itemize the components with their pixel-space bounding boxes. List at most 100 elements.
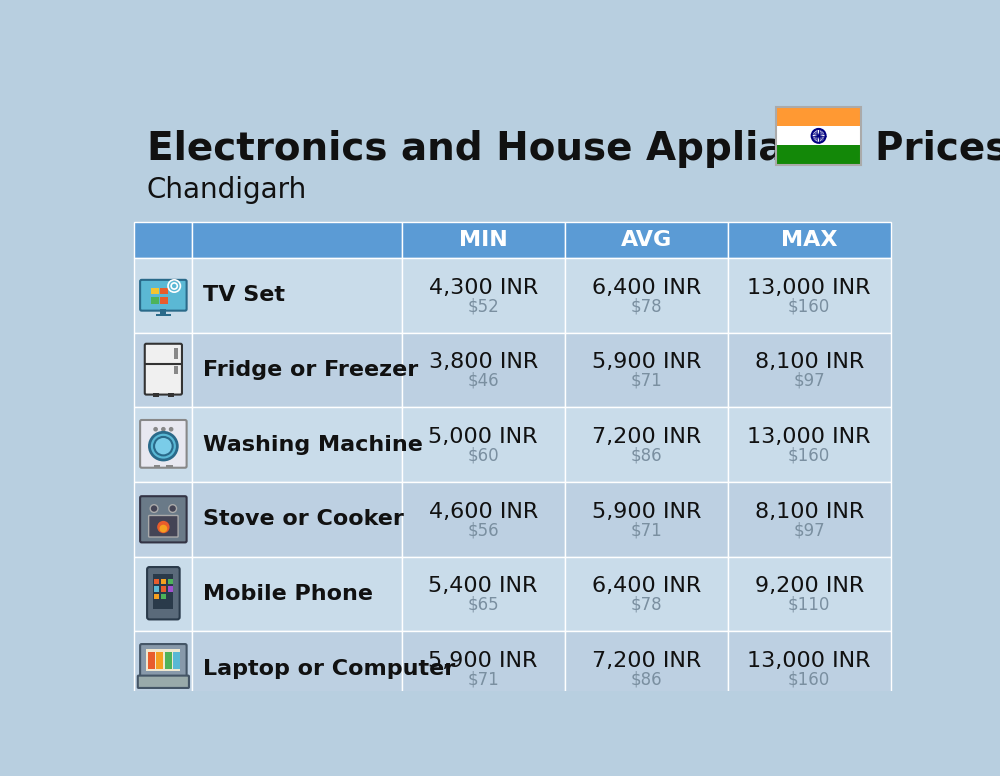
Text: 5,400 INR: 5,400 INR: [428, 577, 538, 596]
Text: Washing Machine: Washing Machine: [203, 435, 423, 455]
FancyBboxPatch shape: [140, 496, 187, 542]
Bar: [192, 632, 402, 706]
Text: 5,900 INR: 5,900 INR: [592, 501, 701, 521]
Text: $60: $60: [467, 446, 499, 464]
Text: $160: $160: [788, 670, 830, 688]
Bar: [153, 393, 159, 397]
Text: $46: $46: [467, 372, 499, 390]
Bar: [402, 407, 565, 482]
Text: 13,000 INR: 13,000 INR: [747, 278, 871, 297]
Bar: [161, 594, 166, 599]
Bar: [156, 314, 171, 316]
Circle shape: [149, 432, 177, 460]
Circle shape: [154, 437, 173, 456]
Bar: [134, 223, 192, 258]
Text: 5,900 INR: 5,900 INR: [592, 352, 701, 372]
Bar: [151, 296, 159, 303]
Text: $65: $65: [467, 596, 499, 614]
Text: $78: $78: [630, 596, 662, 614]
Text: 4,600 INR: 4,600 INR: [429, 501, 538, 521]
Bar: [402, 223, 565, 258]
Text: AVG: AVG: [621, 230, 672, 250]
Text: 5,000 INR: 5,000 INR: [428, 427, 538, 447]
Text: 7,200 INR: 7,200 INR: [592, 427, 701, 447]
Bar: [156, 652, 163, 669]
Text: $160: $160: [788, 446, 830, 464]
Bar: [728, 407, 891, 482]
Text: $110: $110: [788, 596, 830, 614]
Bar: [192, 482, 402, 556]
Text: Fridge or Freezer: Fridge or Freezer: [203, 360, 419, 380]
Circle shape: [161, 427, 166, 431]
Bar: [134, 333, 192, 407]
Bar: [154, 594, 159, 599]
Bar: [402, 632, 565, 706]
Circle shape: [153, 427, 158, 431]
Bar: [154, 465, 160, 469]
Bar: [776, 145, 861, 165]
Bar: [148, 652, 155, 669]
Text: 4,300 INR: 4,300 INR: [429, 278, 538, 297]
Bar: [728, 223, 891, 258]
Text: Stove or Cooker: Stove or Cooker: [203, 509, 404, 529]
Bar: [160, 309, 166, 314]
Text: $71: $71: [467, 670, 499, 688]
Text: TV Set: TV Set: [203, 286, 285, 305]
Text: MAX: MAX: [781, 230, 837, 250]
Text: $97: $97: [793, 372, 825, 390]
Bar: [192, 556, 402, 632]
Circle shape: [157, 521, 170, 533]
FancyBboxPatch shape: [140, 280, 187, 310]
Bar: [192, 223, 402, 258]
Bar: [192, 258, 402, 333]
Bar: [565, 258, 728, 333]
Bar: [728, 556, 891, 632]
Bar: [174, 366, 178, 374]
Bar: [192, 407, 402, 482]
Text: 6,400 INR: 6,400 INR: [592, 278, 701, 297]
Bar: [728, 632, 891, 706]
Circle shape: [159, 525, 167, 532]
FancyBboxPatch shape: [138, 676, 189, 688]
Bar: [160, 296, 168, 303]
Bar: [161, 579, 166, 584]
Bar: [565, 632, 728, 706]
Text: $86: $86: [630, 670, 662, 688]
Text: $78: $78: [630, 297, 662, 315]
Bar: [192, 333, 402, 407]
Bar: [776, 126, 861, 145]
Bar: [154, 587, 159, 591]
Text: 6,400 INR: 6,400 INR: [592, 577, 701, 596]
FancyBboxPatch shape: [147, 567, 180, 619]
Bar: [161, 587, 166, 591]
Bar: [168, 393, 174, 397]
Text: Chandigarh: Chandigarh: [147, 176, 307, 204]
Bar: [166, 465, 173, 469]
Bar: [565, 556, 728, 632]
FancyBboxPatch shape: [140, 644, 187, 678]
Circle shape: [169, 427, 173, 431]
Bar: [565, 407, 728, 482]
Text: $52: $52: [467, 297, 499, 315]
Text: Electronics and House Appliance Prices: Electronics and House Appliance Prices: [147, 130, 1000, 168]
Bar: [134, 556, 192, 632]
Bar: [776, 107, 861, 126]
Bar: [153, 574, 173, 609]
Bar: [173, 652, 180, 669]
Bar: [565, 223, 728, 258]
Bar: [402, 482, 565, 556]
Text: 5,900 INR: 5,900 INR: [428, 651, 538, 671]
Circle shape: [169, 504, 177, 512]
Text: 7,200 INR: 7,200 INR: [592, 651, 701, 671]
Text: Mobile Phone: Mobile Phone: [203, 584, 373, 604]
Bar: [168, 579, 173, 584]
Text: 8,100 INR: 8,100 INR: [755, 501, 864, 521]
FancyBboxPatch shape: [145, 344, 182, 394]
FancyBboxPatch shape: [149, 515, 178, 537]
Bar: [728, 258, 891, 333]
Bar: [565, 482, 728, 556]
Bar: [160, 288, 168, 294]
Bar: [565, 333, 728, 407]
Text: $97: $97: [793, 521, 825, 539]
Bar: [776, 107, 861, 165]
